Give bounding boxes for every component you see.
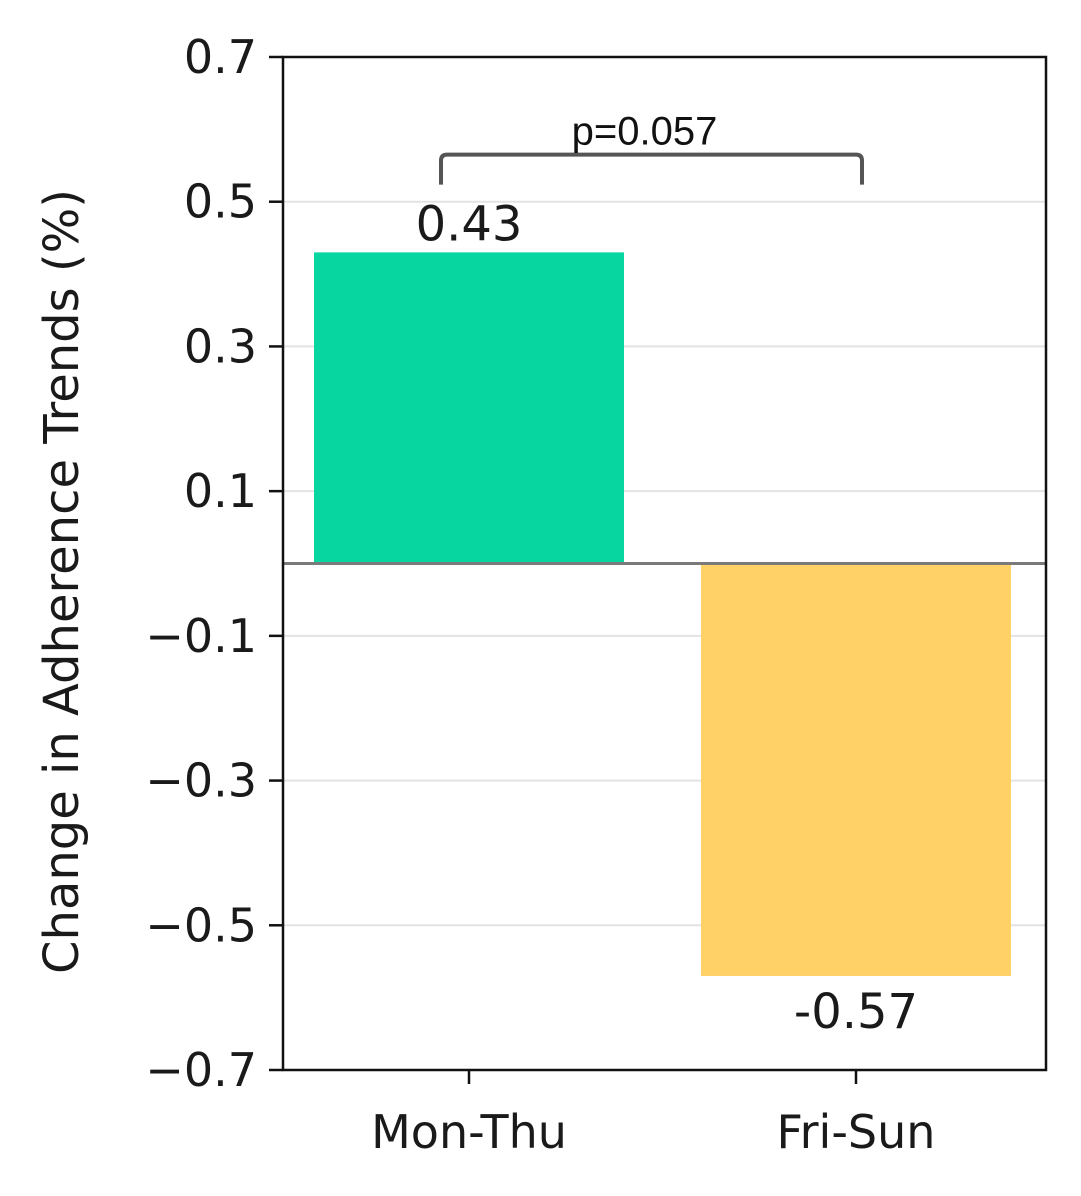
bars <box>314 252 1011 976</box>
plot-frame <box>281 55 1048 1072</box>
x-tick-label: Fri-Sun <box>777 1105 936 1159</box>
bar-mon-thu <box>314 252 624 564</box>
y-tick-label: 0.5 <box>184 175 257 229</box>
y-tick-label: −0.3 <box>145 754 257 808</box>
p-value-label: p=0.057 <box>572 110 718 154</box>
y-tick-label: −0.7 <box>145 1043 257 1097</box>
data-label: 0.43 <box>416 196 523 252</box>
y-axis-ticks: 0.7 0.5 0.3 0.1 −0.1 −0.3 −0.5 −0.7 <box>145 30 283 1097</box>
x-tick-label: Mon-Thu <box>371 1105 567 1159</box>
bar-fri-sun <box>701 563 1011 976</box>
y-tick-label: −0.5 <box>145 898 257 952</box>
y-tick-label: 0.3 <box>184 319 257 373</box>
y-tick-label: −0.1 <box>145 609 257 663</box>
data-labels: 0.43 -0.57 <box>416 196 919 1040</box>
y-axis-title: Change in Adherence Trends (%) <box>34 189 90 974</box>
x-axis-ticks: Mon-Thu Fri-Sun <box>371 1070 935 1159</box>
data-label: -0.57 <box>794 984 918 1040</box>
y-tick-label: 0.1 <box>184 464 257 518</box>
significance-annotation: p=0.057 <box>439 110 864 185</box>
significance-bracket <box>439 152 864 185</box>
y-tick-label: 0.7 <box>184 30 257 84</box>
